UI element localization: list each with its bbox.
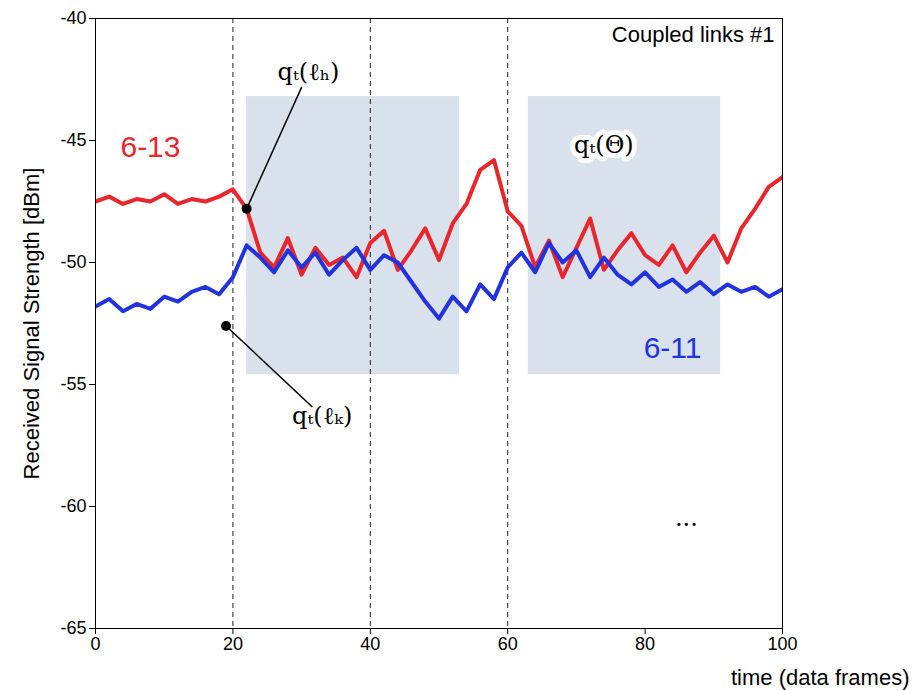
- svg-text:6-11: 6-11: [644, 331, 702, 364]
- svg-text:-45: -45: [60, 130, 86, 150]
- svg-text:...: ...: [675, 504, 698, 532]
- svg-text:Coupled links #1: Coupled links #1: [612, 22, 775, 47]
- svg-text:20: 20: [223, 634, 243, 654]
- svg-text:80: 80: [635, 634, 655, 654]
- svg-text:6-13: 6-13: [120, 130, 180, 163]
- svg-text:0: 0: [90, 634, 100, 654]
- svg-text:-55: -55: [60, 374, 86, 394]
- svg-text:100: 100: [767, 634, 797, 654]
- svg-text:qₜ(ℓₖ): qₜ(ℓₖ): [292, 402, 352, 430]
- svg-text:-40: -40: [60, 8, 86, 28]
- svg-text:time (data frames): time (data frames): [731, 665, 910, 690]
- svg-text:60: 60: [498, 634, 518, 654]
- svg-text:qₜ(ℓₕ): qₜ(ℓₕ): [278, 58, 340, 86]
- svg-text:Received Signal Strength [dBm]: Received Signal Strength [dBm]: [19, 168, 44, 480]
- svg-text:-60: -60: [60, 496, 86, 516]
- svg-text:40: 40: [360, 634, 380, 654]
- svg-text:-65: -65: [60, 618, 86, 638]
- svg-text:-50: -50: [60, 252, 86, 272]
- svg-text:qₜ(Θ): qₜ(Θ): [574, 131, 634, 159]
